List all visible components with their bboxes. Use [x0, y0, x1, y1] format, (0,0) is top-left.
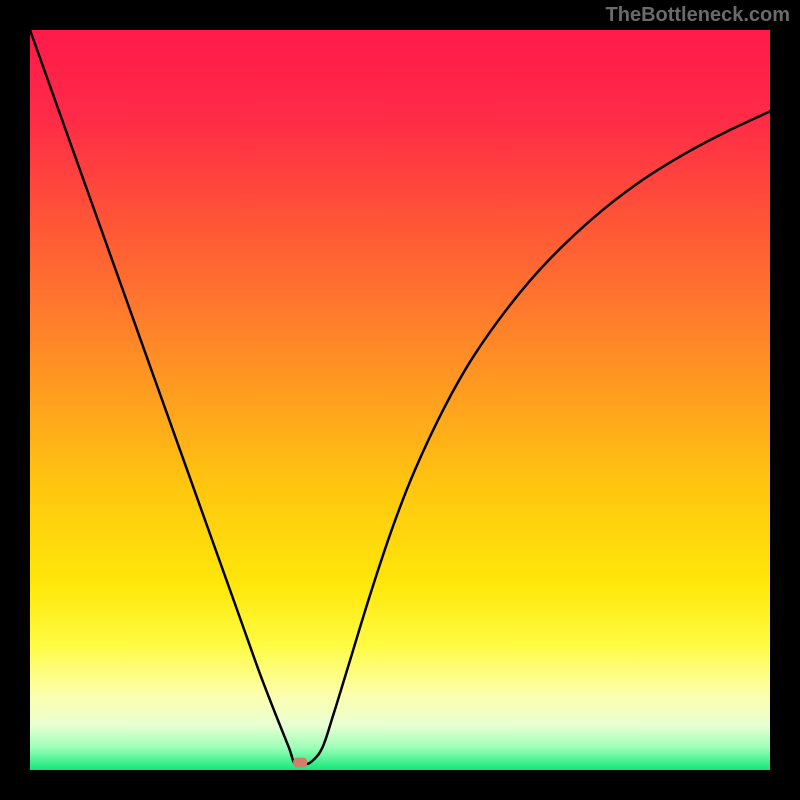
- plot-background: [30, 30, 770, 770]
- bottleneck-chart: [0, 0, 800, 800]
- chart-container: TheBottleneck.com: [0, 0, 800, 800]
- watermark-text: TheBottleneck.com: [606, 4, 790, 27]
- optimal-point: [293, 758, 307, 768]
